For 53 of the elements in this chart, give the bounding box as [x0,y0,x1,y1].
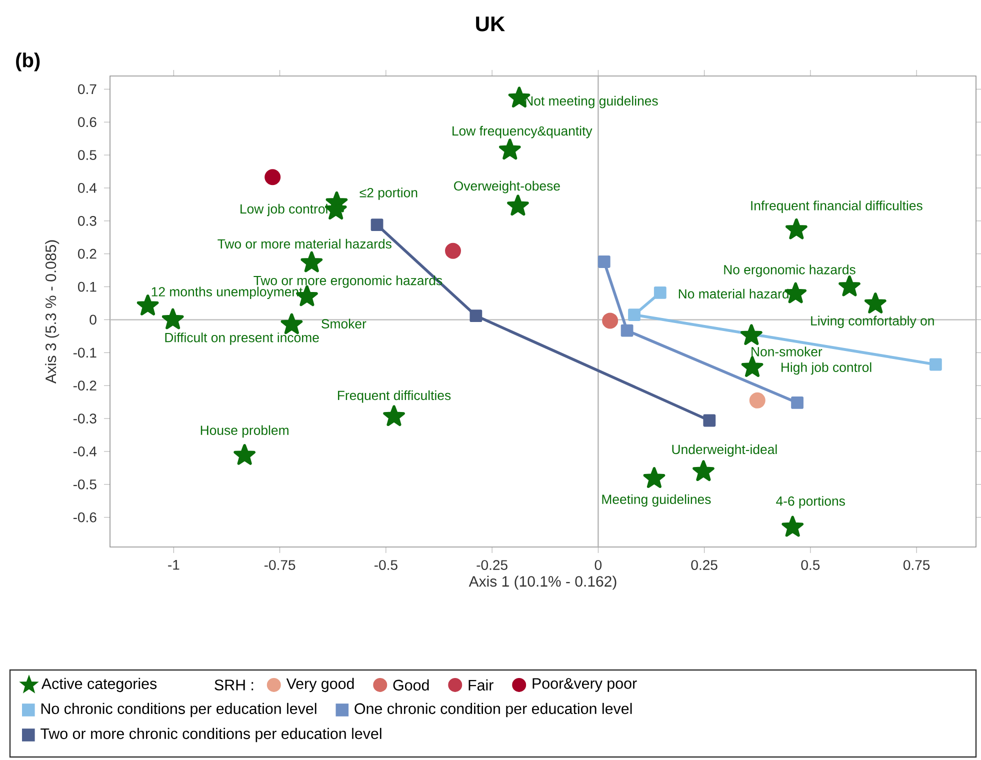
legend-label: Poor&very poor [532,678,637,692]
x-axis-title: Axis 1 (10.1% - 0.162) [468,576,616,590]
legend-label: No chronic conditions per education level [41,702,316,718]
legend-title: SRH : [214,680,254,690]
y-tick-label: 0.6 [78,117,96,128]
y-tick-label: 0.1 [78,282,96,292]
annotation: Living comfortably on [811,316,934,328]
y-tick-label: 0.7 [78,84,96,94]
y-axis-title: Axis 3 (5.3 % - 0.085) [45,240,60,384]
annotation: Underweight-ideal [672,444,777,457]
annotation: No ergonomic hazards [724,264,856,277]
annotation: High job control [782,362,872,375]
y-tick-label: -0.6 [73,512,96,522]
y-tick-label: 0.2 [78,248,96,259]
legend-label: Good [393,679,429,691]
x-tick-label: -0.5 [374,560,398,570]
annotation: 4-6 portions [776,496,845,508]
x-tick-label: 0 [594,560,602,570]
y-tick-label: 0.5 [78,150,96,160]
y-tick-label: -0.2 [73,380,96,391]
x-tick-label: 0.5 [801,560,820,570]
y-tick-label: 0.4 [78,183,97,193]
legend-label: Very good [286,678,354,692]
annotation: No material hazard [678,288,788,299]
annotation: Low frequency&quantity [452,126,592,138]
annotation: Overweight-obese [454,180,560,194]
annotation: Frequent difficulties [338,390,451,403]
y-tick-label: 0 [90,314,96,325]
annotation: Meeting guidelines [602,494,711,507]
annotation: ≤2 portion [360,188,418,200]
legend-label: One chronic condition per education level [354,702,632,718]
annotation: Infrequent financial difficulties [751,200,922,213]
y-tick-label: -0.1 [73,348,96,358]
legend-label: Fair [468,679,494,691]
y-tick-label: -0.3 [73,414,96,424]
y-tick-label: -0.4 [73,446,97,456]
legend-label: Two or more chronic conditions per education level [40,728,382,742]
annotation: Low job control [240,204,328,216]
chart-title: UK [476,16,505,32]
y-tick-label: 0.3 [78,216,96,226]
text: (b) [16,52,40,72]
y-tick-label: -0.5 [73,479,96,490]
annotation: Two or more material hazards [218,238,392,249]
annotation: Smoker [322,318,366,328]
annotation: Difficult on present income [165,332,319,345]
x-tick-label: 0.75 [903,560,930,570]
x-tick-label: 0.25 [691,560,718,570]
legend-label: Active categories [41,678,157,692]
x-tick-label: -1 [168,560,180,570]
annotation: Non-smoker [752,346,822,356]
x-tick-label: -0.75 [264,560,296,570]
x-tick-label: -0.25 [476,560,508,570]
annotation: House problem [200,425,288,438]
